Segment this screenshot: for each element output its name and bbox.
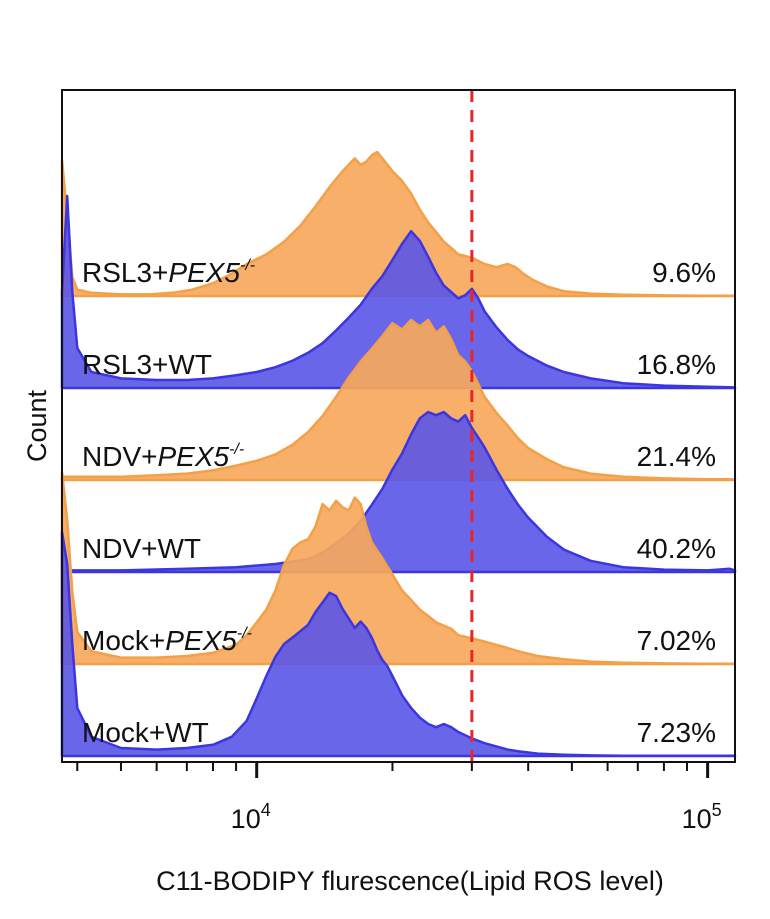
x-axis-ticks: 104 105 (76, 762, 722, 834)
sample-label-genotype: -/- (229, 441, 244, 458)
tick-label-exponent: 4 (261, 800, 271, 820)
sample-label-gene: PEX5 (165, 625, 237, 656)
sample-label-4: Mock+PEX5-/- (82, 625, 252, 656)
sample-label-genotype: -/- (237, 625, 252, 642)
sample-label-genotype: WT (165, 717, 209, 748)
sample-label-1: RSL3+WT (82, 349, 212, 380)
sample-label-genotype: WT (168, 349, 212, 380)
histogram-rsl3-pex5- (60, 150, 737, 298)
sample-labels: RSL3+PEX5-/- 9.6%RSL3+WT 16.8%NDV+PEX5-/- 2… (82, 257, 716, 748)
sample-label-3: NDV+WT (82, 533, 201, 564)
tick-label-base: 10 (682, 804, 712, 834)
percentage-label-4: 7.02% (637, 625, 716, 656)
histogram-ndv-pex5- (60, 318, 737, 482)
sample-label-gene: PEX5 (168, 257, 240, 288)
sample-label-5: Mock+WT (82, 717, 209, 748)
sample-label-2: NDV+PEX5-/- (82, 441, 244, 472)
histogram-rsl3-wt (60, 194, 737, 390)
tick-label: 104 (231, 800, 271, 834)
sample-label-0: RSL3+PEX5-/- (82, 257, 255, 288)
histogram-rows (60, 150, 737, 758)
tick-label-base: 10 (231, 804, 261, 834)
percentage-label-1: 16.8% (637, 349, 716, 380)
sample-label-gene: PEX5 (157, 441, 229, 472)
x-axis-title: C11-BODIPY flurescence(Lipid ROS level) (156, 866, 664, 896)
sample-label-prefix: RSL3+ (82, 349, 168, 380)
histogram-mock-wt (60, 530, 737, 758)
percentage-label-3: 40.2% (637, 533, 716, 564)
percentage-label-2: 21.4% (637, 441, 716, 472)
sample-label-genotype: WT (157, 533, 201, 564)
sample-label-prefix: RSL3+ (82, 257, 168, 288)
plot-frame (61, 89, 736, 763)
tick-label-exponent: 5 (712, 800, 722, 820)
y-axis-title: Count (22, 389, 52, 462)
sample-label-prefix: NDV+ (82, 533, 157, 564)
sample-label-genotype: -/- (240, 257, 255, 274)
tick-label: 105 (682, 800, 722, 834)
sample-label-prefix: Mock+ (82, 625, 165, 656)
sample-label-prefix: NDV+ (82, 441, 157, 472)
histogram-mock-pex5- (60, 470, 737, 666)
percentage-label-0: 9.6% (652, 257, 716, 288)
percentage-label-5: 7.23% (637, 717, 716, 748)
sample-label-prefix: Mock+ (82, 717, 165, 748)
